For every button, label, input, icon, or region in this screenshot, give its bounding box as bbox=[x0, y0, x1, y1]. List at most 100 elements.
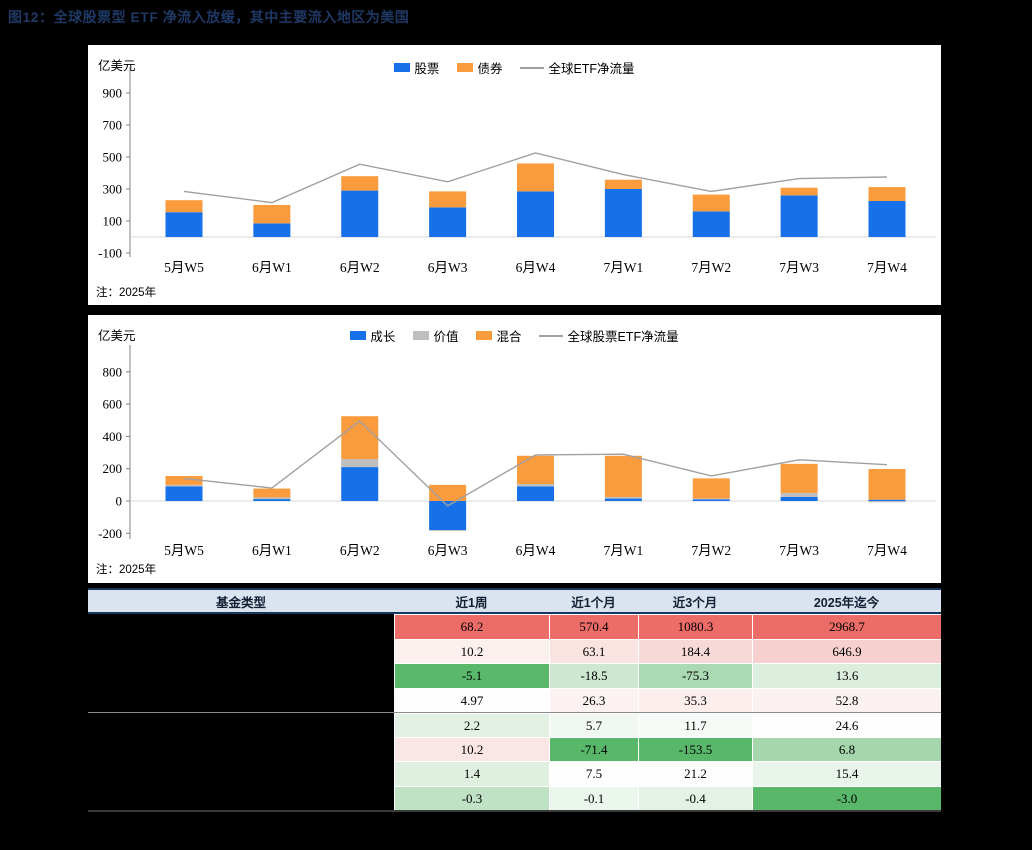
bar-segment bbox=[253, 499, 291, 501]
bar-segment bbox=[692, 211, 730, 237]
table-row: 2.2 5.7 11.7 24.6 bbox=[88, 712, 941, 737]
value-cell: 570.4 bbox=[549, 614, 638, 639]
bar-segment bbox=[165, 486, 203, 501]
value-cell: 21.2 bbox=[638, 761, 752, 786]
bar-segment bbox=[341, 190, 379, 237]
x-category-label: 6月W2 bbox=[340, 260, 380, 275]
value-cell: 26.3 bbox=[549, 687, 638, 712]
x-category-label: 6月W1 bbox=[252, 543, 292, 558]
value-cell: 5.7 bbox=[549, 713, 638, 737]
bar-segment bbox=[253, 205, 291, 224]
header-cell: 2025年迄今 bbox=[813, 596, 880, 610]
bar-segment bbox=[604, 498, 642, 501]
legend-item: 股票 bbox=[394, 58, 439, 77]
bar-segment bbox=[868, 499, 906, 501]
value-cell: 35.3 bbox=[638, 687, 752, 712]
bar-segment bbox=[780, 195, 818, 237]
header-cell: 近3个月 bbox=[672, 596, 718, 610]
legend-label: 全球股票ETF净流量 bbox=[567, 330, 679, 344]
chart2-svg: 800 600 400 200 0 -200 5月W5 6月W1 6月W2 6月W3 6月W4 7月W… bbox=[98, 345, 936, 558]
x-category-label: 7月W2 bbox=[691, 260, 731, 275]
value-cell: 13.6 bbox=[752, 663, 941, 688]
table-row: -0.3 -0.1 -0.4 -3.0 bbox=[88, 785, 941, 810]
bar-segment bbox=[780, 492, 818, 497]
value-cell: -153.5 bbox=[638, 736, 752, 761]
value-cell: -3.0 bbox=[752, 785, 941, 810]
legend-label: 债券 bbox=[477, 62, 503, 76]
redacted-cell bbox=[88, 736, 394, 761]
bar-segment bbox=[692, 498, 730, 500]
bar-segment bbox=[692, 499, 730, 501]
x-category-label: 5月W5 bbox=[164, 543, 204, 558]
legend-swatch-icon bbox=[457, 63, 474, 72]
chart1-note: 注：2025年 bbox=[96, 287, 157, 299]
y-tick-label: 700 bbox=[103, 118, 123, 133]
bar-segment bbox=[517, 486, 554, 501]
legend-line-icon bbox=[520, 66, 545, 69]
redacted-cell bbox=[88, 761, 394, 786]
value-cell: -5.1 bbox=[394, 663, 549, 688]
chart1-svg: 900 700 500 300 100 -100 5月W5 6月W1 6月W2 6月W3 6月W4 7… bbox=[98, 67, 936, 275]
header-cell: 近1周 bbox=[455, 596, 488, 610]
redacted-cell bbox=[88, 785, 394, 810]
value-cell: 68.2 bbox=[394, 614, 549, 639]
y-tick-label: 900 bbox=[103, 86, 123, 101]
bar-segment bbox=[429, 207, 467, 237]
redacted-cell bbox=[88, 638, 394, 663]
legend-swatch-icon bbox=[350, 331, 367, 340]
y-tick-label: 400 bbox=[103, 429, 123, 444]
legend-swatch-icon bbox=[413, 331, 430, 340]
bar-segment bbox=[692, 478, 730, 499]
legend-line-icon bbox=[539, 334, 564, 337]
x-category-label: 6月W4 bbox=[516, 260, 556, 275]
y-tick-label: 800 bbox=[103, 364, 123, 379]
value-cell: -0.4 bbox=[638, 785, 752, 810]
y-tick-label: -200 bbox=[98, 526, 122, 541]
legend-label: 成长 bbox=[370, 330, 396, 344]
y-tick-label: 600 bbox=[103, 397, 123, 412]
redacted-cell bbox=[88, 663, 394, 688]
legend-item-line: 全球股票ETF净流量 bbox=[539, 326, 679, 345]
trend-line bbox=[183, 420, 888, 507]
bar-segment bbox=[868, 187, 906, 201]
value-cell: 2968.7 bbox=[752, 614, 941, 639]
bar-segment bbox=[604, 189, 642, 237]
bar-segment bbox=[780, 496, 818, 501]
page-title: 图12：全球股票型 ETF 净流入放缓，其中主要流入地区为美国 bbox=[8, 9, 410, 25]
table-bottom-border bbox=[88, 810, 941, 812]
legend-item: 混合 bbox=[476, 326, 521, 345]
bar-segment bbox=[253, 497, 291, 500]
value-cell: 10.2 bbox=[394, 638, 549, 663]
bar-segment bbox=[517, 163, 554, 192]
x-category-label: 6月W2 bbox=[340, 543, 380, 558]
value-cell: 184.4 bbox=[638, 638, 752, 663]
table-row: 1.4 7.5 21.2 15.4 bbox=[88, 761, 941, 786]
legend-item-line: 全球ETF净流量 bbox=[520, 58, 635, 77]
bar-segment bbox=[341, 459, 379, 468]
bar-segment bbox=[341, 467, 379, 501]
header-cell: 近1个月 bbox=[571, 596, 616, 610]
x-category-label: 6月W1 bbox=[252, 260, 292, 275]
table-header-row: 基金类型 近1周 近1个月 近3个月 2025年迄今 bbox=[88, 588, 941, 614]
legend-label: 价值 bbox=[433, 330, 459, 344]
table-body: 68.2 570.4 1080.3 2968.7 10.2 63.1 184.4 646.9-… bbox=[88, 614, 941, 810]
value-cell: -0.3 bbox=[394, 785, 549, 810]
value-cell: 24.6 bbox=[752, 713, 941, 737]
legend-item: 价值 bbox=[413, 326, 458, 345]
x-category-label: 6月W3 bbox=[428, 543, 468, 558]
y-tick-label: 300 bbox=[103, 182, 123, 197]
legend-item: 成长 bbox=[350, 326, 395, 345]
bar-segment bbox=[692, 194, 730, 212]
bar-segment bbox=[604, 455, 642, 497]
value-cell: 4.97 bbox=[394, 687, 549, 712]
x-category-label: 7月W4 bbox=[867, 260, 907, 275]
x-category-label: 6月W3 bbox=[428, 260, 468, 275]
value-cell: 10.2 bbox=[394, 736, 549, 761]
chart1-legend: 股票 债券 全球ETF净流量 bbox=[88, 58, 941, 77]
value-cell: 52.8 bbox=[752, 687, 941, 712]
bar-segment bbox=[165, 475, 203, 485]
y-tick-label: 100 bbox=[103, 214, 123, 229]
bar-segment bbox=[429, 530, 467, 531]
bar-segment bbox=[429, 191, 467, 208]
bar-segment bbox=[868, 201, 906, 237]
